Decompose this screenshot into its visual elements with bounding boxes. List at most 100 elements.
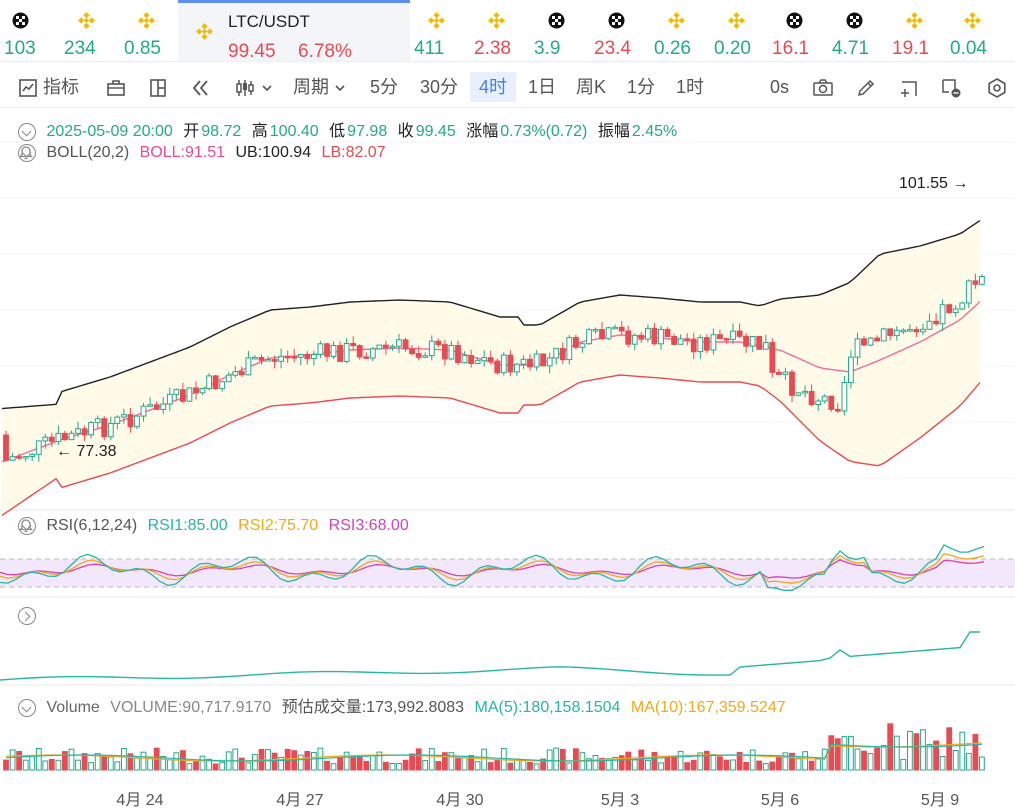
rsi3-value: RSI3:68.00 — [328, 517, 409, 535]
ticker-item[interactable]: 234 — [60, 0, 118, 61]
interval-button[interactable]: 1日 — [527, 77, 556, 97]
interval-button[interactable]: 5分 — [369, 77, 398, 97]
ticker-item[interactable]: 2.38 — [470, 0, 528, 61]
candle-up — [422, 355, 429, 358]
ticker-item[interactable]: 3.9 — [530, 0, 588, 61]
interval-button[interactable]: 1分 — [626, 77, 655, 97]
ticker-item[interactable]: 4.71 — [828, 0, 886, 61]
volume-bar — [527, 762, 533, 771]
chart-type-dropdown[interactable] — [234, 72, 273, 102]
camera-icon — [813, 79, 833, 96]
ticker-item[interactable]: 0.04 — [946, 0, 1004, 61]
bnb-icon — [906, 12, 923, 29]
volume-bar — [874, 747, 881, 771]
rsi2-value: RSI2:75.70 — [238, 517, 319, 535]
bell-icon[interactable] — [18, 144, 34, 160]
ticker-value: 411 — [414, 38, 445, 59]
candle-down — [363, 356, 370, 359]
boll-lower-line — [1, 374, 981, 516]
volume-bar — [677, 750, 684, 771]
volume-bar — [206, 758, 212, 771]
candle-down — [284, 355, 291, 359]
volume-bar — [559, 748, 566, 771]
candle-down — [717, 334, 723, 340]
collapse-toggle-icon[interactable] — [18, 144, 36, 162]
volume-bar — [599, 757, 605, 771]
replay-button[interactable] — [190, 72, 212, 102]
collapse-toggle-icon[interactable] — [18, 122, 36, 141]
screenshot-button[interactable] — [812, 72, 834, 102]
active-price: 99.45 — [228, 41, 276, 62]
collapse-toggle-icon[interactable] — [18, 698, 36, 717]
candle-up — [730, 330, 736, 340]
high-annotation-value: 101.55 — [899, 175, 948, 192]
ticker-item[interactable]: 19.1 — [888, 0, 946, 61]
x-axis-label: 5月 3 — [600, 792, 640, 809]
add-window-button[interactable] — [898, 72, 920, 102]
volume-bar — [756, 760, 763, 771]
bell-icon[interactable] — [18, 517, 34, 533]
candle-down — [3, 434, 9, 461]
candle-up — [330, 345, 337, 357]
x-axis-label: 5月 9 — [920, 792, 960, 809]
candle-up — [697, 337, 704, 353]
volume-bar — [592, 755, 599, 771]
candle-down — [193, 387, 199, 394]
candle-up — [252, 357, 258, 360]
bnb-icon — [488, 12, 505, 29]
volume-bar — [160, 756, 167, 771]
period-dropdown[interactable]: 周期 — [293, 72, 346, 102]
ticker-item[interactable]: 0.26 — [650, 0, 708, 61]
volume-bar — [933, 740, 940, 771]
volume-bar — [841, 736, 848, 771]
chevron-down-icon — [262, 85, 272, 92]
volume-bar — [782, 752, 789, 771]
interval-button[interactable]: 30分 — [419, 77, 459, 97]
volume-bar — [88, 762, 94, 771]
ticker-item[interactable]: 0.20 — [710, 0, 768, 61]
ohlc-legend: 2025-05-09 20:00 开 98.72 高 100.40 低 97.98 收… — [18, 117, 683, 141]
volume-bar — [952, 750, 959, 771]
active-ticker-tab[interactable]: LTC/USDT 99.45 6.78% — [178, 0, 410, 62]
chart-area[interactable]: 2025-05-09 20:00 开 98.72 高 100.40 低 97.98 收… — [0, 110, 1015, 810]
x-axis: 4月 24 4月 27 4月 30 5月 3 5月 6 5月 9 — [0, 782, 1015, 810]
boll-mid-value: BOLL:91.51 — [139, 144, 226, 162]
volume-bar — [749, 749, 756, 771]
candle-up — [140, 405, 147, 417]
layout-button[interactable] — [106, 72, 126, 102]
ticker-item[interactable]: 411 — [410, 0, 468, 61]
boll-upper-line — [1, 220, 981, 410]
candle-up — [461, 355, 468, 364]
volume-bar — [664, 756, 671, 771]
volume-bar — [690, 759, 697, 771]
settings-button[interactable] — [986, 72, 1008, 102]
interval-button[interactable]: 周K — [575, 77, 606, 97]
draw-button[interactable] — [856, 72, 876, 102]
volume-bar — [232, 748, 239, 771]
candle-up — [278, 355, 285, 362]
change-label: 涨幅 — [466, 123, 499, 140]
ticker-item[interactable]: 103 — [0, 0, 58, 61]
expand-toggle-icon[interactable] — [18, 607, 36, 625]
ticker-item[interactable]: 23.4 — [590, 0, 648, 61]
volume-bar — [631, 759, 638, 771]
volume-bar — [848, 735, 854, 771]
candle-down — [946, 304, 953, 314]
candle-up — [566, 337, 573, 361]
boll-lower-value: LB:82.07 — [321, 144, 386, 162]
fullscreen-button[interactable] — [940, 72, 964, 102]
volume-bar — [553, 747, 560, 771]
interval-button[interactable]: 4时 — [470, 72, 516, 102]
candle-up — [29, 453, 36, 457]
collapse-toggle-icon[interactable] — [18, 517, 36, 535]
volume-bar — [29, 755, 36, 771]
ticker-item[interactable]: 16.1 — [768, 0, 826, 61]
split-view-button[interactable] — [148, 72, 168, 102]
indicators-button[interactable]: 指标 — [18, 72, 79, 102]
ticker-item[interactable]: 0.85 — [120, 0, 178, 61]
candle-up — [160, 403, 167, 410]
kline-chart[interactable] — [0, 110, 1015, 810]
candle-down — [81, 428, 88, 436]
interval-button[interactable]: 1时 — [675, 77, 704, 97]
volume-bar — [776, 755, 782, 771]
